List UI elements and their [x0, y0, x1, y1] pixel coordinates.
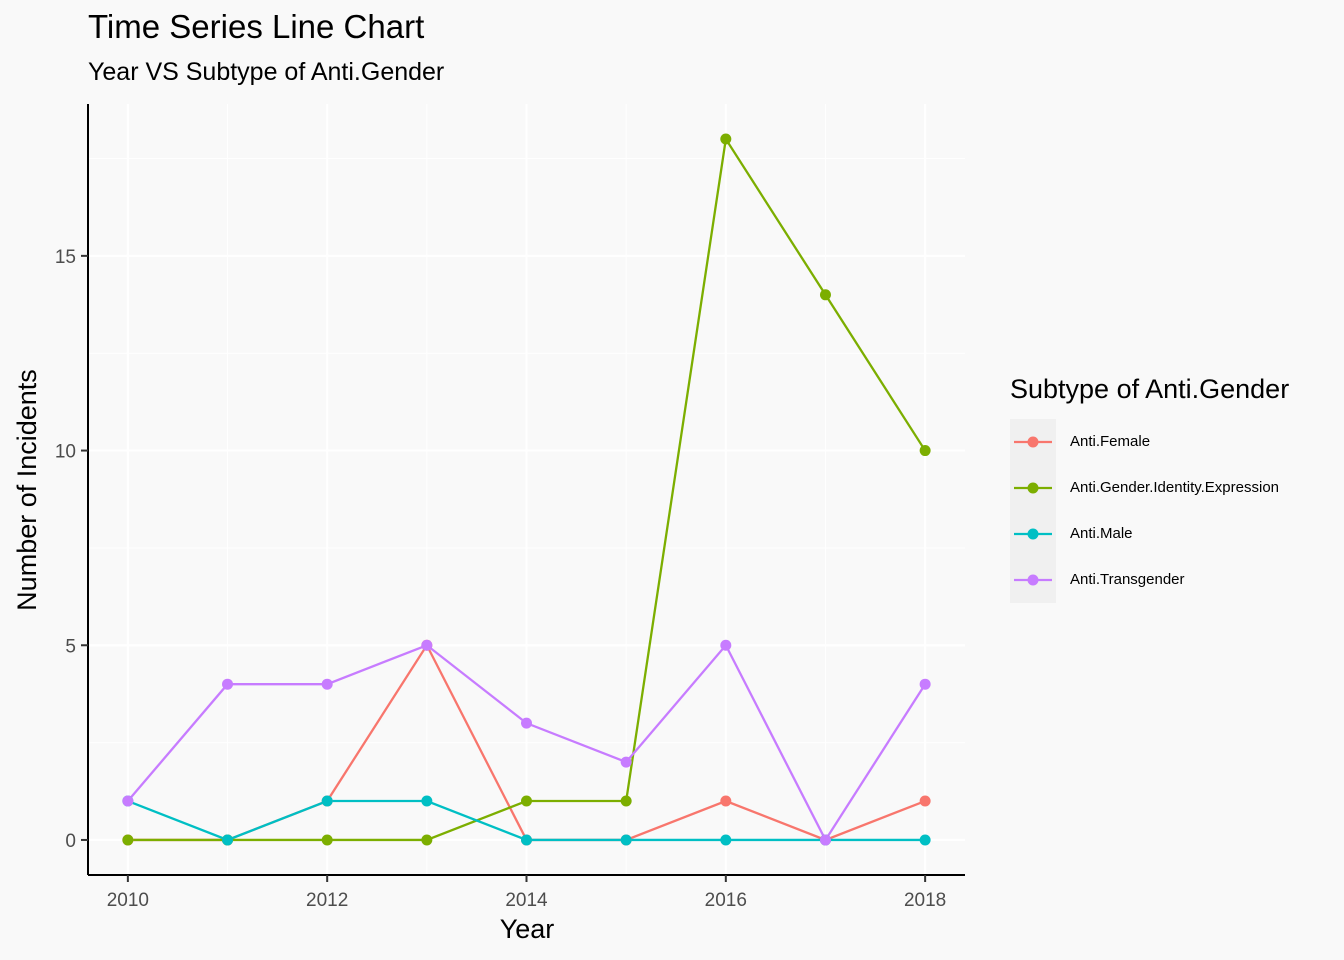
- data-point-anti-transgender: [819, 834, 831, 846]
- legend-key-point: [1027, 436, 1039, 448]
- data-point-anti-male: [919, 834, 931, 846]
- legend-label: Anti.Transgender: [1070, 571, 1185, 588]
- data-point-anti-transgender: [222, 678, 234, 690]
- grid-lines: [88, 104, 965, 875]
- data-point-anti-female: [720, 795, 732, 807]
- legend-label: Anti.Female: [1070, 433, 1151, 450]
- legend-key-icon: [1014, 574, 1052, 586]
- data-point-anti-gender-identity-expression: [421, 834, 433, 846]
- y-tick-label: 15: [55, 247, 76, 268]
- data-point-anti-male: [720, 834, 732, 846]
- chart-subtitle: Year VS Subtype of Anti.Gender: [88, 58, 445, 86]
- legend-key-icon: [1014, 528, 1052, 540]
- data-point-anti-transgender: [321, 678, 333, 690]
- legend-key-point: [1027, 574, 1039, 586]
- data-point-anti-gender-identity-expression: [819, 289, 831, 301]
- legend-label: Anti.Gender.Identity.Expression: [1070, 479, 1280, 496]
- data-point-anti-gender-identity-expression: [720, 133, 732, 145]
- legend-key-icon: [1014, 482, 1052, 494]
- x-axis-label: Year: [500, 914, 555, 944]
- data-point-anti-transgender: [421, 639, 433, 651]
- legend-item: Anti.Male: [1010, 511, 1133, 557]
- data-point-anti-transgender: [620, 756, 632, 768]
- y-tick-label: 5: [65, 636, 76, 657]
- legend-item: Anti.Transgender: [1010, 557, 1185, 603]
- legend-key-point: [1027, 482, 1039, 494]
- y-tick-label: 0: [65, 831, 76, 852]
- data-point-anti-male: [421, 795, 433, 807]
- data-point-anti-transgender: [720, 639, 732, 651]
- legend-label: Anti.Male: [1070, 525, 1133, 542]
- data-point-anti-gender-identity-expression: [919, 445, 931, 457]
- data-point-anti-transgender: [122, 795, 134, 807]
- data-point-anti-transgender: [919, 678, 931, 690]
- x-tick-label: 2010: [107, 890, 149, 911]
- y-tick-label: 10: [55, 442, 76, 463]
- data-point-anti-male: [521, 834, 532, 846]
- axis-labels: Year Number of Incidents: [12, 369, 554, 944]
- legend-item: Anti.Gender.Identity.Expression: [1010, 465, 1279, 511]
- legend-keys: Anti.Female Anti.Gender.Identity.Expressi…: [1010, 419, 1279, 603]
- data-point-anti-gender-identity-expression: [620, 795, 632, 807]
- data-point-anti-male: [321, 795, 333, 807]
- x-tick-label: 2018: [904, 890, 946, 911]
- x-tick-label: 2012: [306, 890, 348, 911]
- data-point-anti-transgender: [521, 717, 532, 729]
- legend: Subtype of Anti.Gender Anti.Female Anti.G…: [1010, 374, 1289, 603]
- series-lines: [122, 133, 931, 846]
- legend-item: Anti.Female: [1010, 419, 1150, 465]
- legend-title: Subtype of Anti.Gender: [1010, 374, 1290, 404]
- data-point-anti-gender-identity-expression: [521, 795, 532, 807]
- data-point-anti-male: [222, 834, 234, 846]
- data-point-anti-female: [919, 795, 931, 807]
- data-point-anti-gender-identity-expression: [122, 834, 134, 846]
- legend-key-point: [1027, 528, 1039, 540]
- legend-key-icon: [1014, 436, 1052, 448]
- data-point-anti-male: [620, 834, 632, 846]
- x-tick-label: 2016: [705, 890, 747, 911]
- axes: 2010 2012 2014 2016 2018 0 5 10 15: [55, 104, 965, 911]
- data-point-anti-gender-identity-expression: [321, 834, 333, 846]
- y-axis-label: Number of Incidents: [12, 369, 42, 611]
- chart-title: Time Series Line Chart: [88, 8, 425, 45]
- x-tick-label: 2014: [505, 890, 548, 911]
